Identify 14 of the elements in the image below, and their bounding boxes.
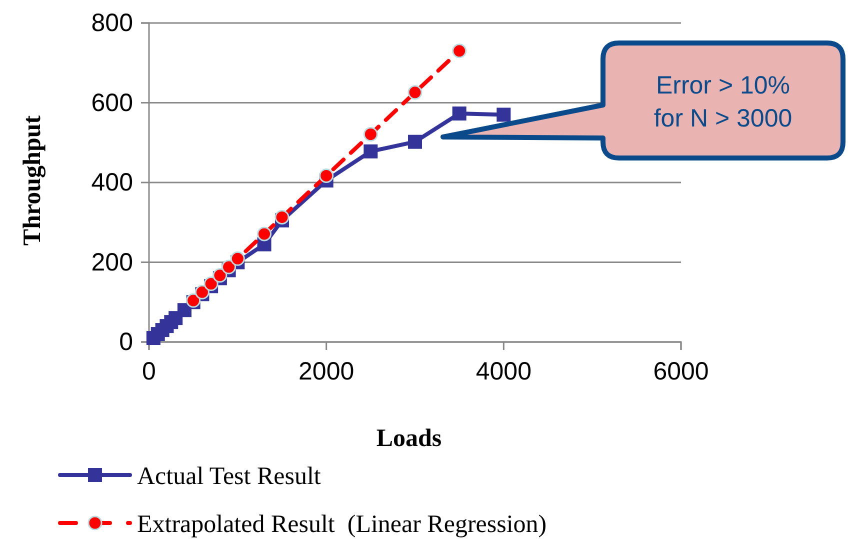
x-tick-label: 6000 xyxy=(653,357,709,386)
x-tick-label: 0 xyxy=(142,357,156,386)
y-tick-label: 600 xyxy=(91,88,133,117)
legend-label: Extrapolated Result (Linear Regression) xyxy=(137,511,547,538)
x-axis-title: Loads xyxy=(376,425,442,452)
x-tick-label: 2000 xyxy=(298,357,354,386)
legend-label: Actual Test Result xyxy=(137,463,321,490)
y-axis-title: Throughput xyxy=(19,114,46,246)
y-tick-label: 0 xyxy=(119,328,133,356)
x-tick-label: 4000 xyxy=(476,357,532,386)
y-tick-label: 200 xyxy=(91,248,133,276)
y-tick-label: 400 xyxy=(91,168,133,196)
y-tick-label: 800 xyxy=(91,9,133,37)
annotation: Error > 10% for N > 3000 xyxy=(654,72,792,132)
